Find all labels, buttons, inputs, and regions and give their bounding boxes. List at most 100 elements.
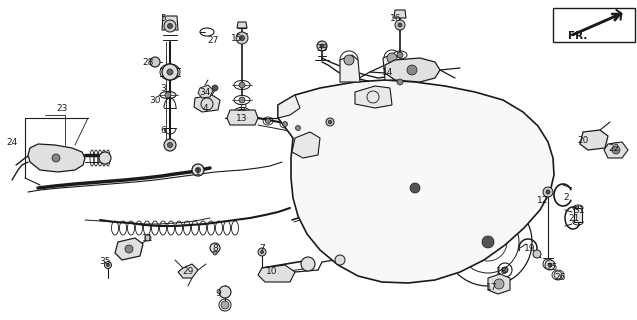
Circle shape <box>266 118 271 124</box>
Text: 11: 11 <box>142 234 154 243</box>
Circle shape <box>533 250 541 258</box>
Text: 35: 35 <box>99 258 111 267</box>
Circle shape <box>239 97 245 103</box>
Polygon shape <box>394 10 406 18</box>
Text: 30: 30 <box>149 95 161 105</box>
Text: 15: 15 <box>231 34 243 43</box>
Circle shape <box>239 82 245 88</box>
Polygon shape <box>383 54 400 80</box>
Circle shape <box>301 257 315 271</box>
Circle shape <box>410 183 420 193</box>
Circle shape <box>503 268 508 273</box>
Circle shape <box>162 64 178 80</box>
Circle shape <box>104 261 111 268</box>
Circle shape <box>494 279 504 289</box>
Text: 25: 25 <box>547 263 557 273</box>
Circle shape <box>99 152 111 164</box>
Circle shape <box>219 286 231 298</box>
Text: 24: 24 <box>6 138 18 147</box>
Text: 17: 17 <box>486 284 497 292</box>
Polygon shape <box>28 144 85 172</box>
Text: 12: 12 <box>538 196 548 204</box>
Text: FR.: FR. <box>568 31 588 41</box>
Text: 27: 27 <box>207 36 218 44</box>
Circle shape <box>236 32 248 44</box>
Circle shape <box>554 271 562 279</box>
Circle shape <box>548 263 552 267</box>
Polygon shape <box>385 58 440 82</box>
Text: 16: 16 <box>390 13 402 22</box>
Circle shape <box>387 53 397 63</box>
Circle shape <box>320 44 324 48</box>
Circle shape <box>261 251 264 253</box>
Text: 13: 13 <box>236 114 248 123</box>
Text: 20: 20 <box>577 135 589 145</box>
Circle shape <box>239 109 245 115</box>
Text: 29: 29 <box>182 268 194 276</box>
Text: 33: 33 <box>316 44 328 52</box>
Circle shape <box>125 245 133 253</box>
Text: 18: 18 <box>496 268 508 276</box>
Circle shape <box>168 23 173 28</box>
Circle shape <box>397 79 403 85</box>
Polygon shape <box>162 16 178 30</box>
Polygon shape <box>278 80 554 283</box>
Circle shape <box>398 23 402 27</box>
Polygon shape <box>580 130 608 150</box>
Circle shape <box>612 146 620 154</box>
Polygon shape <box>355 86 392 108</box>
Circle shape <box>395 20 405 30</box>
Circle shape <box>546 190 550 194</box>
Polygon shape <box>340 55 360 82</box>
Text: 28: 28 <box>142 58 154 67</box>
Circle shape <box>145 235 151 241</box>
Circle shape <box>164 20 176 32</box>
Polygon shape <box>227 110 258 125</box>
Circle shape <box>296 125 301 131</box>
Polygon shape <box>178 264 198 278</box>
Polygon shape <box>194 95 220 112</box>
Circle shape <box>482 236 494 248</box>
Text: 31: 31 <box>573 205 585 214</box>
Circle shape <box>106 263 110 267</box>
Text: 3: 3 <box>160 84 166 92</box>
Text: 1: 1 <box>195 167 201 177</box>
Circle shape <box>168 142 173 148</box>
Circle shape <box>52 154 60 162</box>
Polygon shape <box>198 85 213 98</box>
Circle shape <box>150 57 160 67</box>
Polygon shape <box>278 95 300 118</box>
Polygon shape <box>574 208 582 222</box>
Text: 32: 32 <box>236 103 248 113</box>
Text: 23: 23 <box>56 103 68 113</box>
Circle shape <box>240 36 245 41</box>
Circle shape <box>317 41 327 51</box>
Circle shape <box>545 260 555 270</box>
Text: 5: 5 <box>160 13 166 22</box>
Text: 14: 14 <box>382 68 394 76</box>
Text: 4: 4 <box>202 103 208 113</box>
Circle shape <box>344 55 354 65</box>
Circle shape <box>282 122 287 126</box>
Circle shape <box>335 255 345 265</box>
Circle shape <box>164 139 176 151</box>
Text: 2: 2 <box>563 193 569 202</box>
Circle shape <box>213 251 217 255</box>
Circle shape <box>196 167 201 172</box>
Text: 21: 21 <box>568 213 580 222</box>
Circle shape <box>328 120 332 124</box>
Text: 19: 19 <box>524 244 536 252</box>
Circle shape <box>210 243 220 253</box>
Text: 10: 10 <box>266 268 278 276</box>
Circle shape <box>167 69 173 75</box>
Polygon shape <box>258 265 295 282</box>
Polygon shape <box>292 132 320 158</box>
Circle shape <box>326 118 334 126</box>
Circle shape <box>258 248 266 256</box>
Circle shape <box>221 301 229 309</box>
Text: 34: 34 <box>199 87 211 97</box>
Polygon shape <box>553 8 635 42</box>
Circle shape <box>397 52 403 58</box>
Text: 26: 26 <box>554 274 566 283</box>
Text: 22: 22 <box>608 143 620 153</box>
